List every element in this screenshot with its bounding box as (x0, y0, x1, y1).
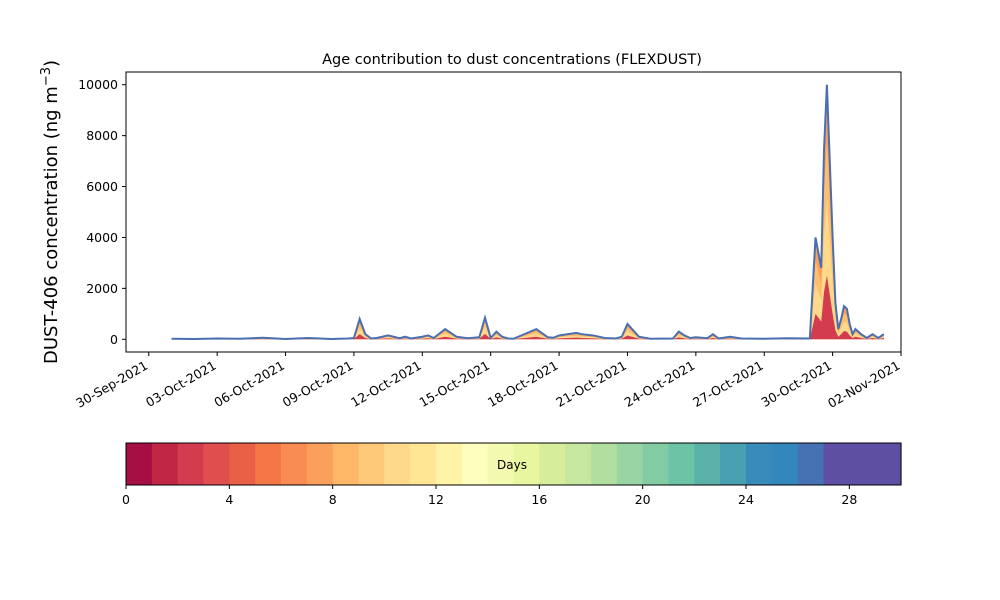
plot-frame (125, 71, 902, 353)
y-axis-label-close: ) (41, 60, 62, 67)
colorbar-band (436, 443, 463, 485)
x-tick-label: 24-Oct-2021 (622, 358, 698, 410)
colorbar-band (694, 443, 721, 485)
colorbar-band (539, 443, 566, 485)
age-fills (171, 84, 884, 340)
colorbar-tick-label: 8 (329, 492, 337, 507)
plot-area (125, 71, 902, 353)
x-tick-label: 06-Oct-2021 (211, 358, 287, 410)
colorbar-band (849, 443, 876, 485)
colorbar-band (720, 443, 747, 485)
y-axis: 0 2000 4000 6000 8000 10000 (78, 77, 126, 347)
colorbar-band (203, 443, 230, 485)
y-tick-label: 10000 (78, 77, 118, 92)
colorbar-tick-label: 24 (738, 492, 754, 507)
colorbar-band (513, 443, 540, 485)
x-tick-label: 18-Oct-2021 (485, 358, 561, 410)
colorbar-tick-label: 16 (531, 492, 547, 507)
colorbar-band (771, 443, 799, 485)
colorbar-band (177, 443, 205, 485)
x-tick-label: 21-Oct-2021 (553, 358, 629, 410)
fill-layer-mid (171, 140, 884, 340)
colorbar-band (229, 443, 256, 485)
colorbar-band (255, 443, 282, 485)
x-tick-label: 30-Oct-2021 (758, 358, 834, 410)
colorbar-band (797, 443, 825, 485)
colorbar-band (151, 443, 179, 485)
colorbar-band (410, 443, 437, 485)
colorbar-band (642, 443, 670, 485)
colorbar-band (746, 443, 773, 485)
colorbar-band (384, 443, 411, 485)
colorbar-band (487, 443, 515, 485)
x-tick-label: 02-Nov-2021 (825, 358, 902, 411)
colorbar-label: Days (497, 458, 527, 472)
colorbar-band (306, 443, 334, 485)
colorbar-band (668, 443, 695, 485)
y-tick-label: 6000 (86, 179, 118, 194)
colorbar-band (126, 443, 153, 485)
y-tick-label: 8000 (86, 128, 118, 143)
colorbar-tick-label: 28 (841, 492, 857, 507)
y-axis-label-main: DUST-406 concentration (ng m (41, 86, 62, 364)
colorbar-tick-label: 4 (225, 492, 233, 507)
y-tick-label: 2000 (86, 281, 118, 296)
x-tick-label: 15-Oct-2021 (417, 358, 493, 410)
x-tick-label: 27-Oct-2021 (690, 358, 766, 410)
colorbar-band (461, 443, 489, 485)
chart-title: Age contribution to dust concentrations … (322, 52, 702, 68)
y-tick-label: 0 (110, 332, 118, 347)
colorbar-bands (126, 443, 902, 485)
colorbar-band (875, 443, 902, 485)
x-axis: 30-Sep-202103-Oct-202106-Oct-202109-Oct-… (73, 352, 903, 411)
total-concentration-line (171, 84, 885, 341)
colorbar-tick-label: 12 (428, 492, 444, 507)
colorbar-band (565, 443, 592, 485)
colorbar-band (616, 443, 644, 485)
x-tick-label: 30-Sep-2021 (73, 358, 150, 411)
colorbar-band (591, 443, 618, 485)
y-axis-label: DUST-406 concentration (ng m−3) (39, 60, 63, 364)
y-axis-label-superscript: −3 (39, 67, 54, 86)
colorbar-tick-label: 20 (635, 492, 651, 507)
colorbar-band (823, 443, 850, 485)
x-tick-label: 03-Oct-2021 (143, 358, 219, 410)
colorbar-frame (125, 442, 902, 486)
colorbar-band (332, 443, 360, 485)
y-tick-label: 4000 (86, 230, 118, 245)
colorbar-band (281, 443, 308, 485)
x-tick-label: 09-Oct-2021 (280, 358, 356, 410)
colorbar-tick-label: 0 (122, 492, 130, 507)
colorbar: Days 0 4 8 12 16 20 24 28 (122, 442, 902, 507)
fill-layer-young (171, 199, 884, 340)
fill-layer-fresh (171, 275, 884, 340)
x-tick-label: 12-Oct-2021 (348, 358, 424, 410)
colorbar-band (358, 443, 385, 485)
colorbar-ticks: 0 4 8 12 16 20 24 28 (122, 485, 857, 507)
fill-layer-older (171, 84, 884, 340)
